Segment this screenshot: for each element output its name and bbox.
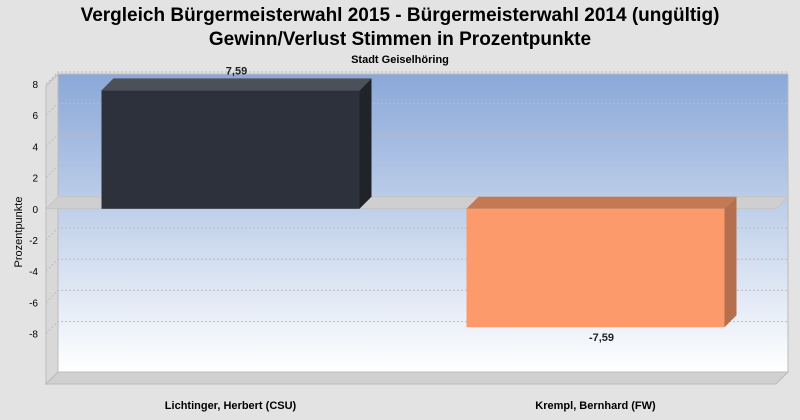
gridline (45, 289, 788, 303)
plot-left-wall (45, 72, 59, 386)
y-tick-label: -2 (29, 236, 38, 247)
gridline (45, 165, 788, 178)
gridline (45, 258, 788, 272)
bar (101, 78, 372, 209)
y-tick-label: -8 (29, 330, 38, 341)
chart-caption: Stadt Geiselhöring (351, 54, 449, 66)
y-axis-ticks: -8 -6 -4 -2 0 2 4 6 8 (29, 80, 38, 341)
x-category-label: Krempl, Bernhard (FW) (535, 400, 656, 412)
x-axis-labels: Lichtinger, Herbert (CSU) Krempl, Bernhar… (165, 400, 656, 412)
y-tick-label: 8 (32, 80, 38, 91)
x-category-label: Lichtinger, Herbert (CSU) (165, 400, 297, 412)
data-label: -7,59 (589, 332, 614, 344)
chart-title: Vergleich Bürgermeisterwahl 2015 - Bürge… (80, 5, 720, 26)
y-tick-label: 4 (32, 142, 38, 153)
chart-subtitle: Gewinn/Verlust Stimmen in Prozentpunkte (208, 29, 592, 50)
y-tick-label: 0 (32, 205, 38, 216)
gridline (45, 71, 788, 85)
gridline (45, 321, 788, 334)
plot-floor (44, 371, 790, 385)
data-label: 7,59 (226, 65, 247, 77)
y-tick-label: 6 (32, 111, 38, 122)
y-tick-label: 2 (32, 174, 38, 185)
gridline (45, 102, 788, 116)
y-tick-label: -4 (29, 267, 38, 278)
y-axis-label: Prozentpunkte (13, 197, 25, 268)
gridline (45, 227, 788, 241)
bars: 7,59 -7,59 (101, 65, 737, 344)
bar (466, 196, 737, 328)
y-tick-label: -6 (29, 298, 38, 309)
gridline (45, 133, 788, 147)
